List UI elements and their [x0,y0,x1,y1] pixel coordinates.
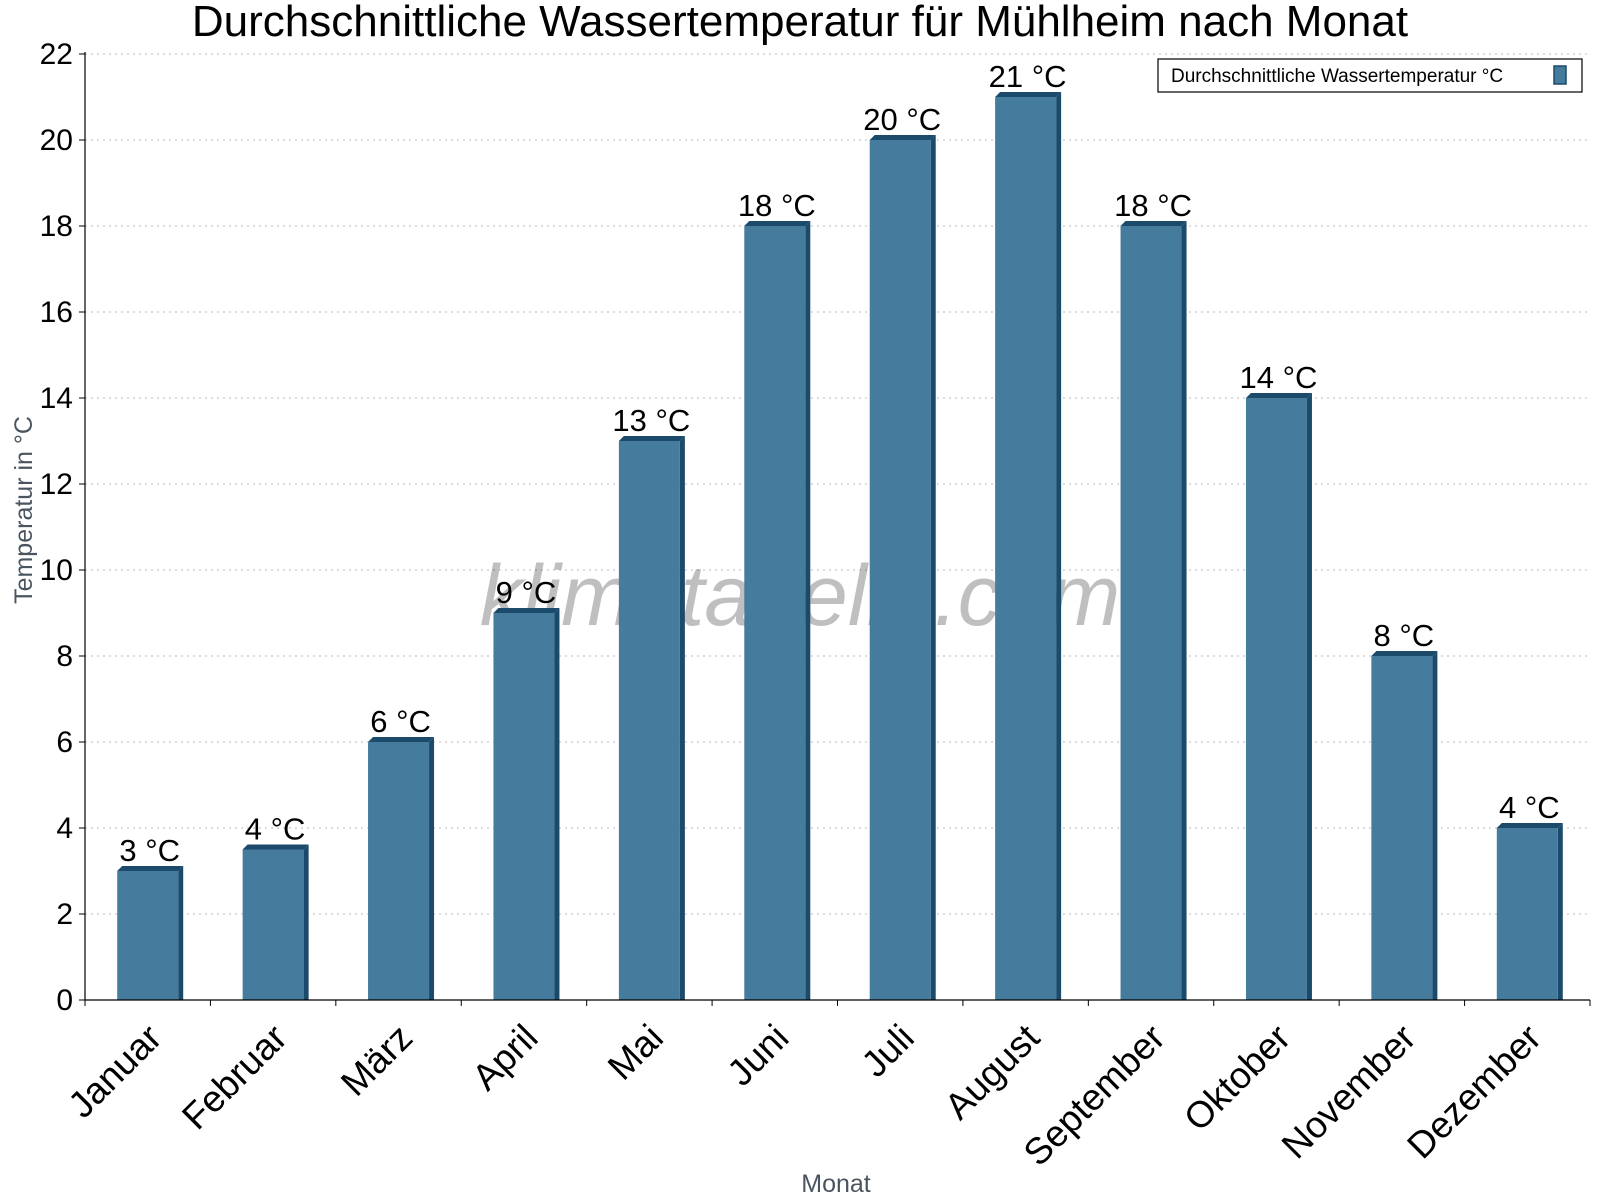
data-label: 4 °C [1499,790,1560,825]
data-label: 21 °C [989,59,1067,94]
x-axis-title: Monat [801,1170,871,1198]
bar-top [242,844,309,850]
x-tick-label: Februar [174,1017,295,1138]
bar [368,742,430,1000]
data-label: 4 °C [245,812,306,847]
bar [1496,828,1558,1000]
bar-top [869,135,936,140]
bar-top [1496,823,1563,828]
y-tick-label: 6 [56,726,73,759]
data-label: 13 °C [612,403,690,438]
bar-top [1120,221,1187,226]
data-label: 9 °C [496,575,557,610]
y-tick-label: 12 [40,468,73,501]
y-tick-label: 20 [40,124,73,157]
bar-top [618,436,685,441]
bar-top [995,92,1062,97]
x-tick-label: Mai [600,1017,671,1088]
bars [117,92,1563,1000]
y-tick-label: 16 [40,296,73,329]
bar [1245,398,1307,1000]
x-tick-label: Juni [719,1017,796,1094]
bar [995,97,1057,1000]
legend: Durchschnittliche Wassertemperatur °C [1157,58,1583,93]
bar-side [805,221,811,1000]
x-tick-label: Januar [60,1017,169,1126]
bar [869,140,931,1000]
data-label: 20 °C [863,102,941,137]
bar-top [1245,393,1312,398]
data-label: 18 °C [1114,188,1192,223]
y-tick-label: 10 [40,554,73,587]
bar [242,849,304,1000]
bar [117,871,179,1000]
y-tick-label: 8 [56,640,73,673]
chart-title: Durchschnittliche Wassertemperatur für M… [192,0,1408,46]
x-tick-label: Juli [854,1017,922,1085]
y-axis-title: Temperatur in °C [10,416,38,604]
y-tick-label: 4 [56,812,73,845]
x-tick-label: August [937,1016,1048,1127]
bar-side [554,608,560,1000]
x-tick-labels: Januar Februar März April Mai Juni Juli AugustS… [60,1016,1549,1173]
bar-side [1557,823,1563,1000]
axes [79,52,1591,1006]
legend-box [1157,58,1583,93]
bar [493,613,555,1000]
y-tick-label: 14 [40,382,73,415]
bar [618,441,680,1000]
bar-side [930,135,936,1000]
y-tick-labels: 0 2 4 6 8 10 12 14 16 18 20 22 [40,38,73,1017]
x-tick-label: März [333,1017,420,1104]
bar-side [679,436,685,1000]
x-tick-label: Oktober [1176,1017,1298,1139]
bar-top [117,866,184,871]
y-tick-label: 18 [40,210,73,243]
data-label: 8 °C [1374,618,1435,653]
gridlines [85,53,1590,915]
bar [1120,226,1182,1000]
data-label: 3 °C [119,833,180,868]
data-label: 18 °C [738,188,816,223]
bar-top [368,737,435,742]
y-tick-label: 22 [40,38,73,71]
legend-swatch [1553,65,1567,85]
x-tick-label: November [1274,1017,1424,1167]
y-tick-label: 2 [56,898,73,931]
bar-side [429,737,435,1000]
x-tick-label: April [464,1017,545,1098]
bar-side [1181,221,1187,1000]
legend-label: Durchschnittliche Wassertemperatur °C [1171,66,1503,87]
bar-side [303,844,309,1000]
bar-side [178,866,184,1000]
y-tick-label: 0 [56,984,73,1017]
bar-side [1306,393,1312,1000]
data-label: 14 °C [1240,360,1318,395]
bar-top [744,221,811,226]
bar-top [493,608,560,613]
x-tick-label: Dezember [1399,1017,1549,1167]
bar-side [1432,651,1438,1000]
bar-side [1056,92,1062,1000]
bar [744,226,806,1000]
data-label: 6 °C [370,704,431,739]
bar [1371,656,1433,1000]
bar-top [1371,651,1438,656]
data-labels: 3 °C 4 °C 6 °C 9 °C 13 °C 18 °C 20 °C 21 °C 18 °… [119,59,1559,868]
